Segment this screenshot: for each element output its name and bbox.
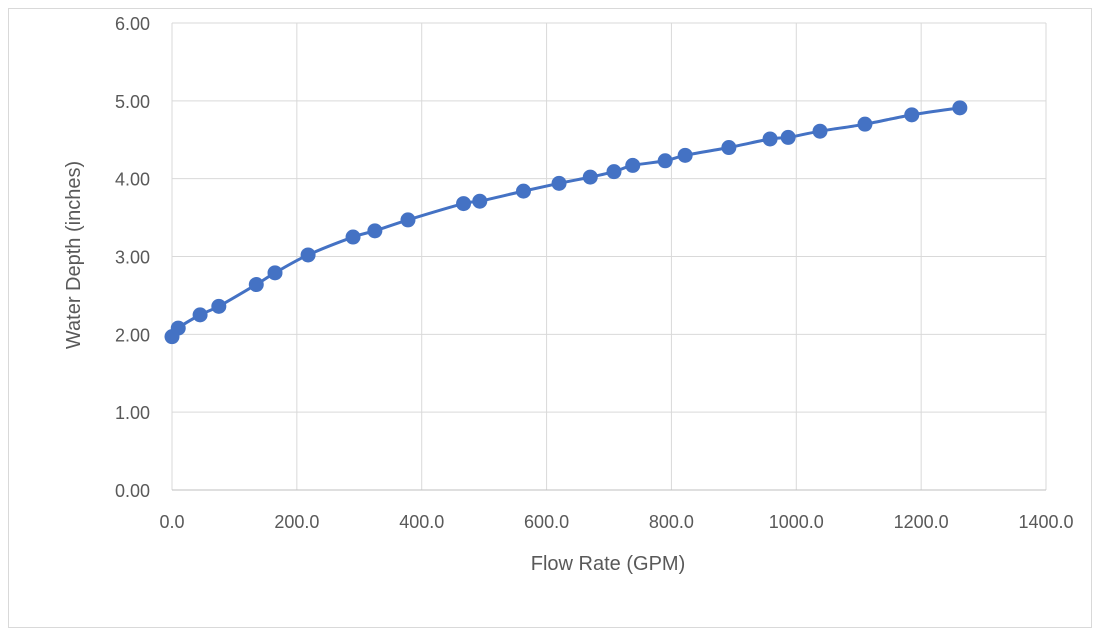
y-tick-label: 0.00 [115, 481, 150, 501]
tick-layer: 0.0 200.0 400.0 600.0 800.0 1000.0 1200.0 1400.… [115, 14, 1074, 532]
y-tick-label: 4.00 [115, 170, 150, 190]
data-point [677, 147, 693, 163]
x-tick-label: 1200.0 [894, 512, 949, 532]
y-tick-label: 1.00 [115, 403, 150, 423]
data-point [721, 140, 737, 156]
data-point [582, 169, 598, 185]
data-point [300, 247, 316, 263]
grid-layer [171, 22, 1047, 491]
x-tick-label: 400.0 [399, 512, 444, 532]
data-point [952, 100, 968, 116]
x-tick-label: 200.0 [274, 512, 319, 532]
data-point [657, 153, 673, 169]
data-point [606, 164, 622, 180]
data-point [345, 229, 361, 245]
y-axis-title: Water Depth (inches) [63, 161, 85, 349]
data-point [780, 129, 796, 145]
data-point [456, 196, 472, 212]
x-axis-title: Flow Rate (GPM) [531, 553, 685, 575]
x-tick-label: 600.0 [524, 512, 569, 532]
data-point [170, 320, 186, 336]
series-layer [164, 100, 968, 345]
y-tick-label: 3.00 [115, 248, 150, 268]
data-point [625, 157, 641, 173]
y-tick-label: 5.00 [115, 92, 150, 112]
x-tick-label: 1000.0 [769, 512, 824, 532]
series-line [170, 106, 961, 338]
data-point [248, 277, 264, 293]
x-tick-label: 0.0 [159, 512, 184, 532]
data-point [762, 131, 778, 147]
data-point [857, 116, 873, 132]
data-point [192, 307, 208, 323]
data-point [211, 298, 227, 314]
x-tick-label: 1400.0 [1018, 512, 1073, 532]
data-point [367, 223, 383, 239]
data-point [400, 212, 416, 228]
y-tick-label: 2.00 [115, 325, 150, 345]
y-tick-label: 6.00 [115, 14, 150, 34]
x-tick-label: 800.0 [649, 512, 694, 532]
data-point [812, 123, 828, 139]
data-point [267, 265, 283, 281]
data-point [551, 175, 567, 191]
data-point [472, 193, 488, 209]
data-point [904, 107, 920, 123]
data-point [515, 183, 531, 199]
